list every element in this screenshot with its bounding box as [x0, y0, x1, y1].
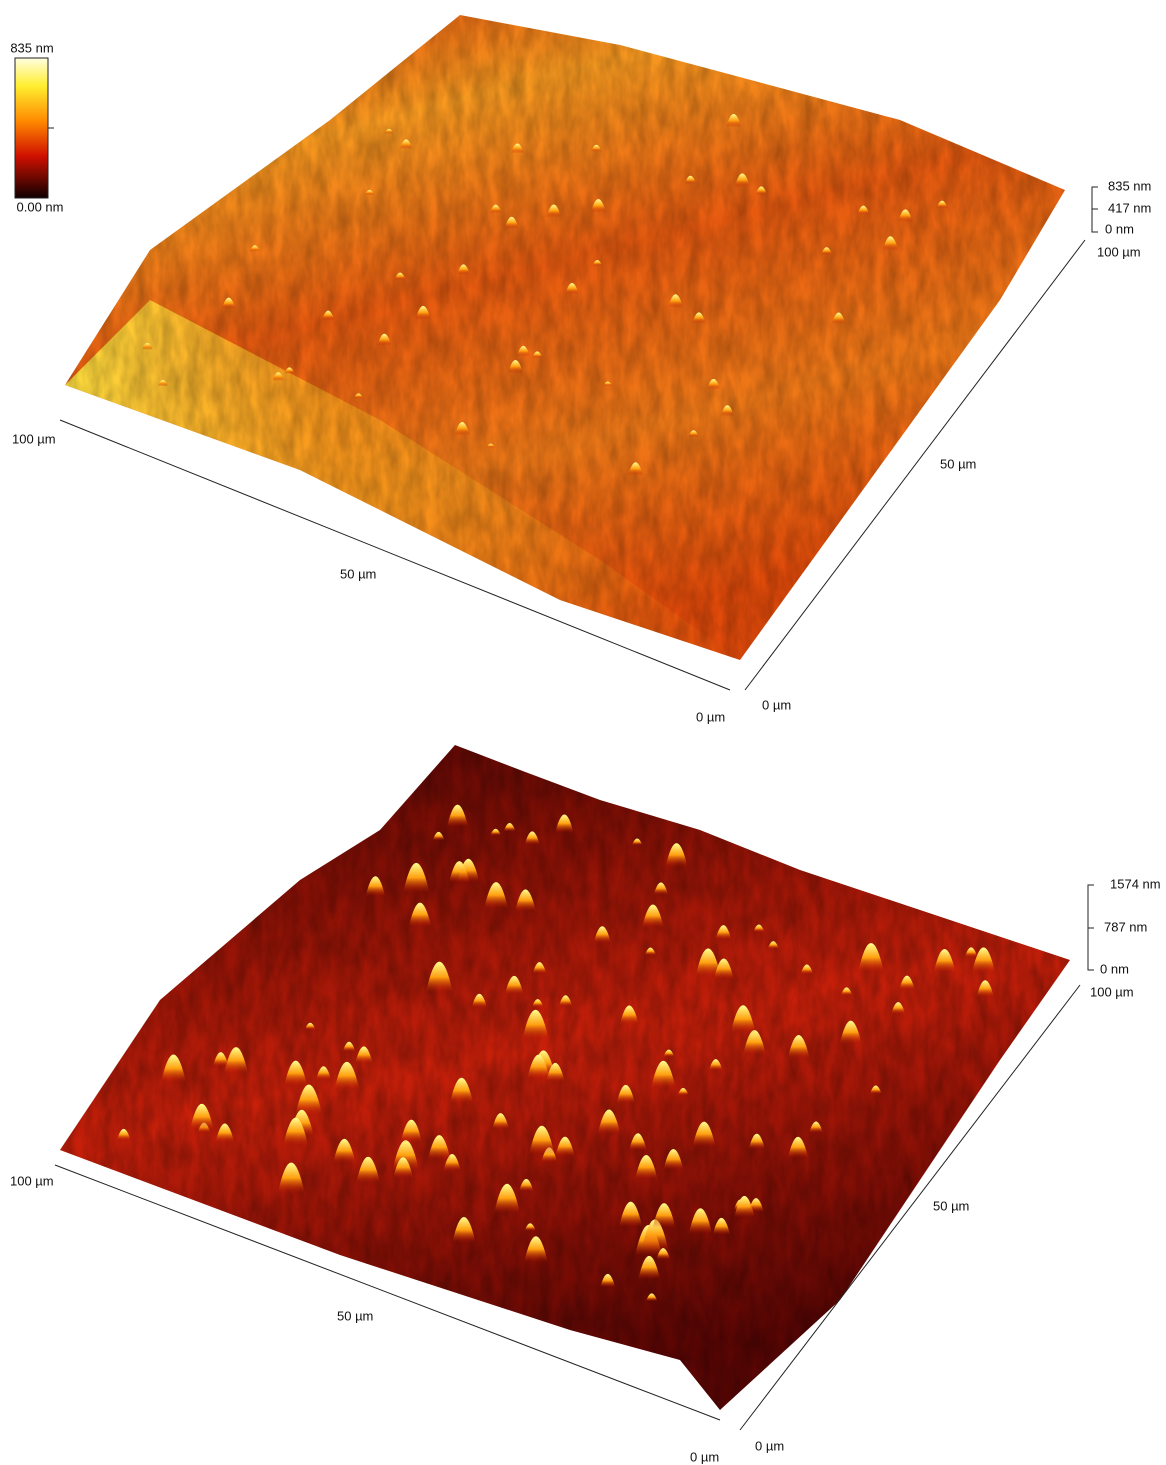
front-axis-label: 0 µm: [690, 1449, 719, 1464]
right-axis-label: 100 µm: [1097, 244, 1141, 259]
right-axis-label: 100 µm: [1090, 984, 1134, 999]
colorbar-max: 835 nm: [10, 40, 53, 55]
z-label: 835 nm: [1108, 178, 1151, 193]
front-axis-label: 50 µm: [340, 566, 376, 581]
right-axis-label: 0 µm: [755, 1438, 784, 1453]
z-axis: [1092, 187, 1098, 232]
colorbar-min: 0.00 nm: [17, 199, 64, 214]
right-axis-label: 0 µm: [762, 697, 791, 712]
right-axis-label: 50 µm: [933, 1198, 969, 1213]
z-label: 1574 nm: [1110, 876, 1161, 891]
z-axis: [1088, 885, 1094, 970]
z-label: 417 nm: [1108, 200, 1151, 215]
surface-top: [65, 15, 1065, 660]
surface-bottom: [60, 745, 1070, 1410]
z-label: 0 nm: [1105, 221, 1134, 236]
z-label: 787 nm: [1104, 919, 1147, 934]
front-axis-label: 50 µm: [337, 1308, 373, 1323]
front-axis-label: 100 µm: [10, 1173, 54, 1188]
front-axis-label: 0 µm: [696, 709, 725, 724]
front-axis-label: 100 µm: [12, 431, 56, 446]
afm-figure: 835 nm 0.00 nm 835 nm 417 nm 0 nm 100 µm…: [0, 0, 1166, 1465]
z-label: 0 nm: [1100, 961, 1129, 976]
right-axis-label: 50 µm: [940, 456, 976, 471]
colorbar: [15, 58, 48, 198]
